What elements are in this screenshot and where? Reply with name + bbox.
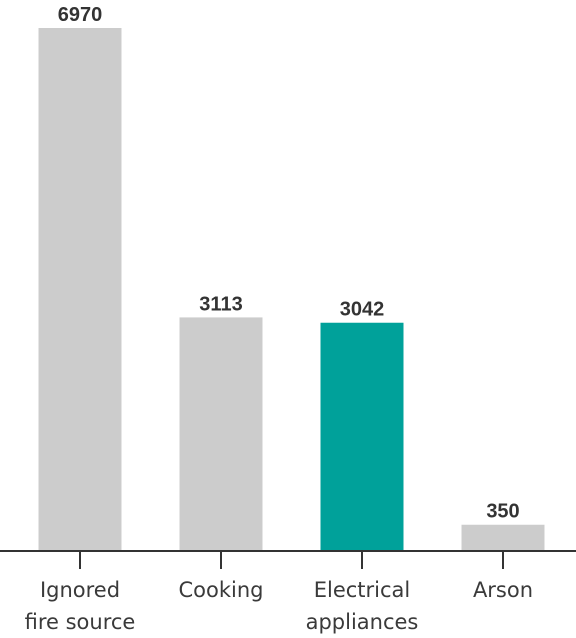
x-tick-label-2-line-1: appliances: [306, 610, 419, 634]
x-tick-label-1-line-0: Cooking: [179, 578, 264, 602]
value-label-2: 3042: [340, 299, 385, 321]
x-ticks-group: [79, 551, 504, 569]
x-tick-label-0-line-1: fire source: [25, 610, 136, 634]
value-label-1: 3113: [199, 293, 242, 315]
value-label-3: 350: [486, 501, 519, 523]
bar-1: [179, 317, 263, 551]
bar-3: [461, 524, 545, 551]
x-tick-label-3-line-0: Arson: [473, 578, 533, 602]
bar-0: [38, 28, 122, 551]
value-label-0: 6970: [58, 4, 103, 26]
x-tick-labels-group: Ignored fire source Cooking Electrical appli…: [25, 578, 533, 634]
x-tick-label-2-line-0: Electrical: [314, 578, 411, 602]
bar-2: [320, 322, 404, 551]
x-tick-label-0-line-0: Ignored: [40, 578, 120, 602]
bars-group: [38, 28, 545, 551]
value-labels-group: 6970 3113 3042 350: [58, 4, 520, 523]
